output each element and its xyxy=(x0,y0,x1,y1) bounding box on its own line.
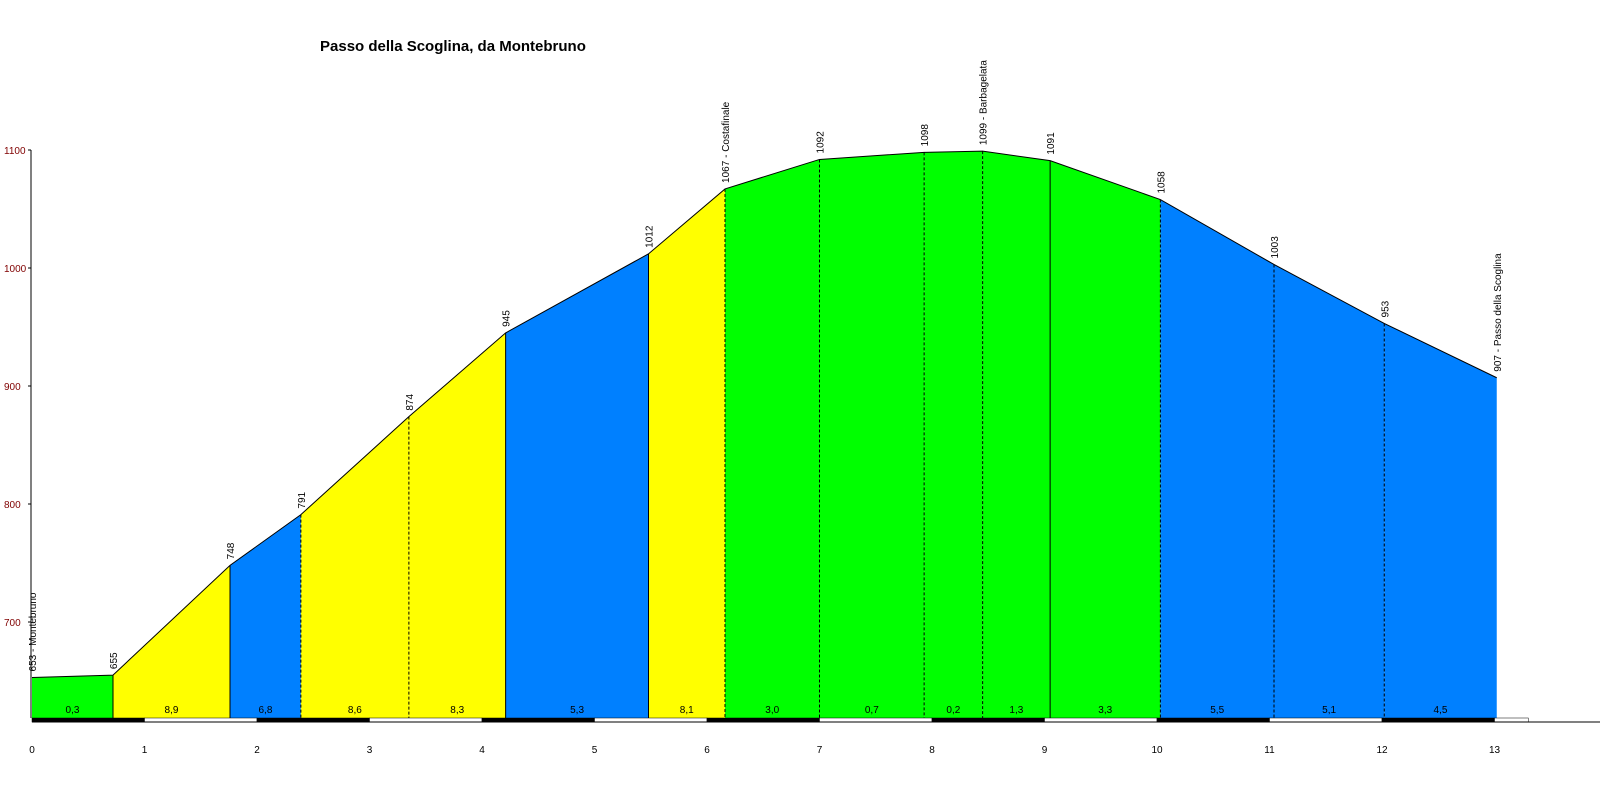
segment-area xyxy=(113,565,230,718)
point-label: 1091 xyxy=(1046,132,1057,155)
grade-label: 0,3 xyxy=(66,705,80,716)
point-label: 1099 - Barbagelata xyxy=(979,60,990,146)
km-block xyxy=(369,717,483,723)
grade-label: 3,0 xyxy=(765,705,779,716)
x-tick-label: 6 xyxy=(704,745,710,756)
y-tick-label: 900 xyxy=(4,382,21,393)
km-block xyxy=(1494,717,1529,723)
km-block xyxy=(1044,717,1158,723)
y-tick-label: 800 xyxy=(4,500,21,511)
x-tick-label: 5 xyxy=(592,745,598,756)
km-block xyxy=(931,717,1045,723)
km-block xyxy=(706,717,820,723)
x-tick-label: 0 xyxy=(29,745,35,756)
grade-label: 4,5 xyxy=(1434,705,1448,716)
point-label: 1098 xyxy=(920,124,931,147)
point-label: 791 xyxy=(297,491,308,508)
point-label: 655 xyxy=(109,652,120,669)
grade-label: 8,1 xyxy=(680,705,694,716)
segment-dividers xyxy=(112,151,1385,718)
grade-label: 1,3 xyxy=(1009,705,1023,716)
distance-bar: 0 1 2 3 4 5 6 7 8 9 10 11 12 13 xyxy=(29,717,1600,756)
x-tick-label: 8 xyxy=(929,745,935,756)
segment-area xyxy=(1274,264,1385,718)
point-label: 1092 xyxy=(816,131,827,154)
point-labels: 653 - Montebruno 655 748 791 874 945 1012 1067 … xyxy=(28,60,1504,672)
x-tick-label: 12 xyxy=(1376,745,1388,756)
segment-area xyxy=(230,514,301,718)
km-block xyxy=(1156,717,1270,723)
point-label: 1003 xyxy=(1270,236,1281,259)
km-block xyxy=(1381,717,1495,723)
segment-area xyxy=(725,159,820,718)
point-label: 1058 xyxy=(1156,171,1167,194)
grade-label: 5,1 xyxy=(1322,705,1336,716)
x-tick-label: 3 xyxy=(367,745,373,756)
km-block xyxy=(1269,717,1383,723)
grade-label: 8,9 xyxy=(165,705,179,716)
y-tick-label: 700 xyxy=(4,618,21,629)
point-label: 907 - Passo della Scoglina xyxy=(1493,253,1504,372)
segment-area xyxy=(32,675,113,718)
grade-label: 5,3 xyxy=(570,705,584,716)
segment-areas xyxy=(32,151,1497,719)
x-tick-label: 13 xyxy=(1489,745,1501,756)
point-label: 874 xyxy=(405,394,416,411)
x-tick-label: 7 xyxy=(817,745,823,756)
segment-area xyxy=(1160,199,1274,718)
point-label: 748 xyxy=(226,542,237,559)
segment-area xyxy=(300,416,409,718)
segment-area xyxy=(1050,160,1161,718)
point-label: 953 xyxy=(1380,300,1391,317)
segment-area xyxy=(819,152,925,719)
segment-area xyxy=(408,332,506,718)
x-tick-label: 2 xyxy=(254,745,260,756)
segment-area xyxy=(924,151,983,718)
profile-polyline xyxy=(31,150,1497,678)
grade-labels: 0,3 8,9 6,8 8,6 8,3 5,3 8,1 3,0 0,7 0,2 1,3 3,3 5,5 5… xyxy=(66,705,1448,716)
x-tick-label: 10 xyxy=(1151,745,1163,756)
point-label: 1067 - Costafinale xyxy=(721,101,732,183)
y-tick-label: 1100 xyxy=(4,146,26,157)
grade-label: 8,3 xyxy=(450,705,464,716)
point-label: 945 xyxy=(502,310,513,327)
segment-area xyxy=(982,151,1051,718)
grade-label: 0,2 xyxy=(946,705,960,716)
grade-label: 8,6 xyxy=(348,705,362,716)
x-tick-label: 1 xyxy=(142,745,148,756)
km-block xyxy=(256,717,370,723)
profile-line xyxy=(31,150,1497,678)
x-tick-label: 4 xyxy=(479,745,485,756)
chart-title: Passo della Scoglina, da Montebruno xyxy=(320,38,586,55)
x-tick-label: 11 xyxy=(1264,745,1275,756)
grade-label: 6,8 xyxy=(258,705,272,716)
y-tick-label: 1000 xyxy=(4,264,27,275)
point-label: 653 - Montebruno xyxy=(28,592,39,671)
point-label: 1012 xyxy=(645,225,656,248)
segment-area xyxy=(1384,323,1497,718)
segment-area xyxy=(505,253,649,718)
x-tick-label: 9 xyxy=(1042,745,1048,756)
km-block xyxy=(144,717,258,723)
km-block xyxy=(594,717,708,723)
km-block xyxy=(31,717,145,723)
km-block xyxy=(819,717,933,723)
axes: 700 800 900 1000 1100 xyxy=(4,146,32,718)
km-block xyxy=(481,717,595,723)
grade-label: 3,3 xyxy=(1098,705,1112,716)
grade-label: 5,5 xyxy=(1210,705,1224,716)
segment-area xyxy=(648,188,725,718)
grade-label: 0,7 xyxy=(865,705,879,716)
